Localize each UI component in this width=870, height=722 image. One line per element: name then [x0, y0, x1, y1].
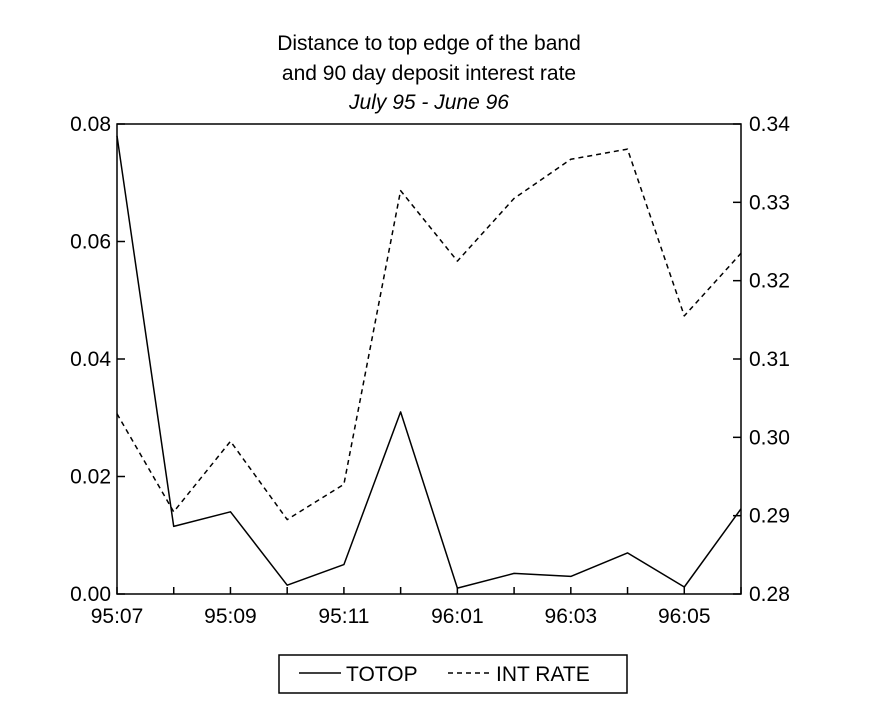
chart-title-line-2: and 90 day deposit interest rate: [282, 62, 576, 85]
series-line-int-rate: [116, 148, 742, 521]
x-tick-label: 96:05: [658, 605, 711, 628]
legend: TOTOP INT RATE: [278, 654, 628, 694]
legend-box: [278, 654, 628, 694]
right-tick-label: 0.30: [749, 426, 790, 449]
left-tick-label: 0.06: [70, 231, 111, 254]
x-tick-label: 95:11: [318, 605, 369, 628]
chart-subtitle: July 95 - June 96: [348, 91, 509, 114]
right-tick-label: 0.33: [749, 191, 790, 214]
left-tick-label: 0.00: [70, 583, 111, 606]
right-tick-label: 0.28: [749, 583, 790, 606]
x-tick-label: 96:01: [431, 605, 484, 628]
legend-label-int-rate: INT RATE: [496, 663, 590, 686]
series-line-totop: [116, 135, 742, 589]
right-tick-label: 0.32: [749, 270, 790, 293]
legend-label-totop: TOTOP: [346, 663, 418, 686]
left-tick-label: 0.02: [70, 466, 111, 489]
series-layer: [116, 135, 742, 589]
left-axis: 0.00 0.02 0.04 0.06 0.08: [70, 113, 125, 606]
x-tick-label: 95:09: [204, 605, 257, 628]
left-tick-label: 0.04: [70, 348, 111, 371]
x-tick-label: 95:07: [91, 605, 144, 628]
x-axis: 95:07 95:09 95:11 96:01 96:03 96:05: [91, 587, 742, 628]
right-tick-label: 0.31: [749, 348, 790, 371]
x-tick-label: 96:03: [545, 605, 598, 628]
right-tick-label: 0.34: [749, 113, 790, 136]
left-tick-label: 0.08: [70, 113, 111, 136]
chart-title: Distance to top edge of the band: [277, 32, 581, 55]
right-axis: 0.28 0.29 0.30 0.31 0.32 0.33 0.34: [733, 113, 790, 606]
right-tick-label: 0.29: [749, 505, 790, 528]
plot-frame: [116, 123, 742, 595]
